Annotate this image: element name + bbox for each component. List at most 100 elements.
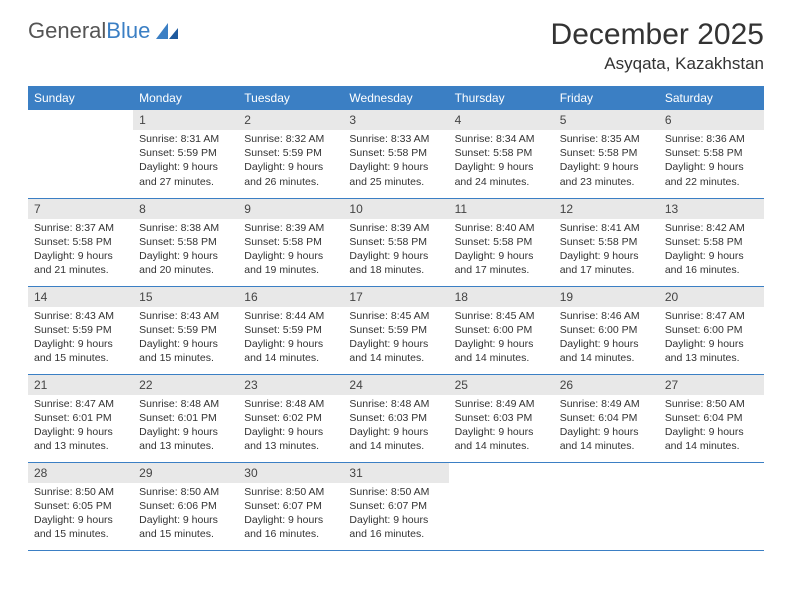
calendar-cell: 23Sunrise: 8:48 AMSunset: 6:02 PMDayligh…	[238, 374, 343, 462]
calendar-week: 21Sunrise: 8:47 AMSunset: 6:01 PMDayligh…	[28, 374, 764, 462]
detail-line: and 21 minutes.	[34, 263, 127, 277]
day-number: 21	[28, 375, 133, 395]
detail-line: and 14 minutes.	[560, 439, 653, 453]
detail-line: Sunset: 5:59 PM	[244, 323, 337, 337]
day-number: 29	[133, 463, 238, 483]
calendar-cell	[449, 462, 554, 550]
detail-line: Sunset: 6:04 PM	[560, 411, 653, 425]
day-number: 1	[133, 110, 238, 130]
calendar-cell: 2Sunrise: 8:32 AMSunset: 5:59 PMDaylight…	[238, 110, 343, 198]
day-details: Sunrise: 8:49 AMSunset: 6:04 PMDaylight:…	[554, 395, 659, 458]
detail-line: Daylight: 9 hours	[349, 337, 442, 351]
detail-line: and 16 minutes.	[665, 263, 758, 277]
day-number: 26	[554, 375, 659, 395]
detail-line: Sunrise: 8:43 AM	[139, 309, 232, 323]
detail-line: Daylight: 9 hours	[560, 337, 653, 351]
day-number: 23	[238, 375, 343, 395]
detail-line: Sunrise: 8:39 AM	[244, 221, 337, 235]
day-details: Sunrise: 8:44 AMSunset: 5:59 PMDaylight:…	[238, 307, 343, 370]
calendar-cell: 1Sunrise: 8:31 AMSunset: 5:59 PMDaylight…	[133, 110, 238, 198]
day-details: Sunrise: 8:33 AMSunset: 5:58 PMDaylight:…	[343, 130, 448, 193]
detail-line: Sunset: 6:01 PM	[139, 411, 232, 425]
calendar-cell: 8Sunrise: 8:38 AMSunset: 5:58 PMDaylight…	[133, 198, 238, 286]
detail-line: and 14 minutes.	[455, 351, 548, 365]
detail-line: Daylight: 9 hours	[455, 160, 548, 174]
detail-line: Daylight: 9 hours	[455, 249, 548, 263]
detail-line: Sunrise: 8:50 AM	[349, 485, 442, 499]
detail-line: Daylight: 9 hours	[244, 337, 337, 351]
detail-line: Sunset: 5:58 PM	[34, 235, 127, 249]
detail-line: Sunrise: 8:40 AM	[455, 221, 548, 235]
detail-line: Sunrise: 8:33 AM	[349, 132, 442, 146]
calendar-cell: 6Sunrise: 8:36 AMSunset: 5:58 PMDaylight…	[659, 110, 764, 198]
calendar-cell	[659, 462, 764, 550]
day-number: 3	[343, 110, 448, 130]
calendar-body: 1Sunrise: 8:31 AMSunset: 5:59 PMDaylight…	[28, 110, 764, 550]
day-details: Sunrise: 8:35 AMSunset: 5:58 PMDaylight:…	[554, 130, 659, 193]
day-number: 6	[659, 110, 764, 130]
calendar-cell: 10Sunrise: 8:39 AMSunset: 5:58 PMDayligh…	[343, 198, 448, 286]
day-number: 7	[28, 199, 133, 219]
day-number: 4	[449, 110, 554, 130]
calendar-cell	[28, 110, 133, 198]
detail-line: Sunrise: 8:37 AM	[34, 221, 127, 235]
calendar-cell: 7Sunrise: 8:37 AMSunset: 5:58 PMDaylight…	[28, 198, 133, 286]
detail-line: Sunrise: 8:45 AM	[349, 309, 442, 323]
detail-line: Sunrise: 8:31 AM	[139, 132, 232, 146]
day-number: 14	[28, 287, 133, 307]
day-details: Sunrise: 8:49 AMSunset: 6:03 PMDaylight:…	[449, 395, 554, 458]
calendar-cell: 17Sunrise: 8:45 AMSunset: 5:59 PMDayligh…	[343, 286, 448, 374]
calendar-cell: 31Sunrise: 8:50 AMSunset: 6:07 PMDayligh…	[343, 462, 448, 550]
detail-line: Sunset: 5:58 PM	[349, 235, 442, 249]
detail-line: Sunrise: 8:47 AM	[665, 309, 758, 323]
location-label: Asyqata, Kazakhstan	[551, 54, 764, 74]
detail-line: and 14 minutes.	[349, 439, 442, 453]
header: GeneralBlue December 2025 Asyqata, Kazak…	[28, 18, 764, 74]
detail-line: and 22 minutes.	[665, 175, 758, 189]
detail-line: Daylight: 9 hours	[34, 425, 127, 439]
detail-line: Sunrise: 8:49 AM	[455, 397, 548, 411]
day-number: 8	[133, 199, 238, 219]
day-details: Sunrise: 8:48 AMSunset: 6:02 PMDaylight:…	[238, 395, 343, 458]
day-number: 31	[343, 463, 448, 483]
day-header: Friday	[554, 86, 659, 110]
detail-line: Sunrise: 8:39 AM	[349, 221, 442, 235]
detail-line: Sunrise: 8:43 AM	[34, 309, 127, 323]
logo: GeneralBlue	[28, 18, 180, 44]
detail-line: Sunset: 6:01 PM	[34, 411, 127, 425]
calendar-cell: 26Sunrise: 8:49 AMSunset: 6:04 PMDayligh…	[554, 374, 659, 462]
logo-text-2: Blue	[106, 18, 150, 44]
detail-line: Sunset: 5:58 PM	[244, 235, 337, 249]
detail-line: and 13 minutes.	[665, 351, 758, 365]
detail-line: Sunset: 5:58 PM	[560, 235, 653, 249]
day-header: Tuesday	[238, 86, 343, 110]
detail-line: Sunset: 5:59 PM	[244, 146, 337, 160]
calendar-cell: 20Sunrise: 8:47 AMSunset: 6:00 PMDayligh…	[659, 286, 764, 374]
detail-line: and 17 minutes.	[560, 263, 653, 277]
detail-line: and 15 minutes.	[139, 527, 232, 541]
detail-line: and 13 minutes.	[139, 439, 232, 453]
day-header: Monday	[133, 86, 238, 110]
detail-line: Daylight: 9 hours	[665, 337, 758, 351]
day-number: 16	[238, 287, 343, 307]
day-details: Sunrise: 8:50 AMSunset: 6:05 PMDaylight:…	[28, 483, 133, 546]
detail-line: Sunrise: 8:36 AM	[665, 132, 758, 146]
detail-line: Sunrise: 8:50 AM	[244, 485, 337, 499]
detail-line: and 14 minutes.	[349, 351, 442, 365]
day-number: 19	[554, 287, 659, 307]
calendar-cell: 27Sunrise: 8:50 AMSunset: 6:04 PMDayligh…	[659, 374, 764, 462]
day-number: 20	[659, 287, 764, 307]
detail-line: Sunrise: 8:41 AM	[560, 221, 653, 235]
detail-line: Sunrise: 8:46 AM	[560, 309, 653, 323]
calendar-cell: 13Sunrise: 8:42 AMSunset: 5:58 PMDayligh…	[659, 198, 764, 286]
calendar-cell: 14Sunrise: 8:43 AMSunset: 5:59 PMDayligh…	[28, 286, 133, 374]
day-details: Sunrise: 8:50 AMSunset: 6:07 PMDaylight:…	[343, 483, 448, 546]
day-details: Sunrise: 8:45 AMSunset: 5:59 PMDaylight:…	[343, 307, 448, 370]
calendar-cell: 19Sunrise: 8:46 AMSunset: 6:00 PMDayligh…	[554, 286, 659, 374]
detail-line: Sunset: 5:58 PM	[665, 235, 758, 249]
detail-line: Sunset: 6:03 PM	[349, 411, 442, 425]
detail-line: and 16 minutes.	[349, 527, 442, 541]
detail-line: and 15 minutes.	[34, 527, 127, 541]
detail-line: Sunrise: 8:50 AM	[34, 485, 127, 499]
detail-line: Daylight: 9 hours	[665, 425, 758, 439]
